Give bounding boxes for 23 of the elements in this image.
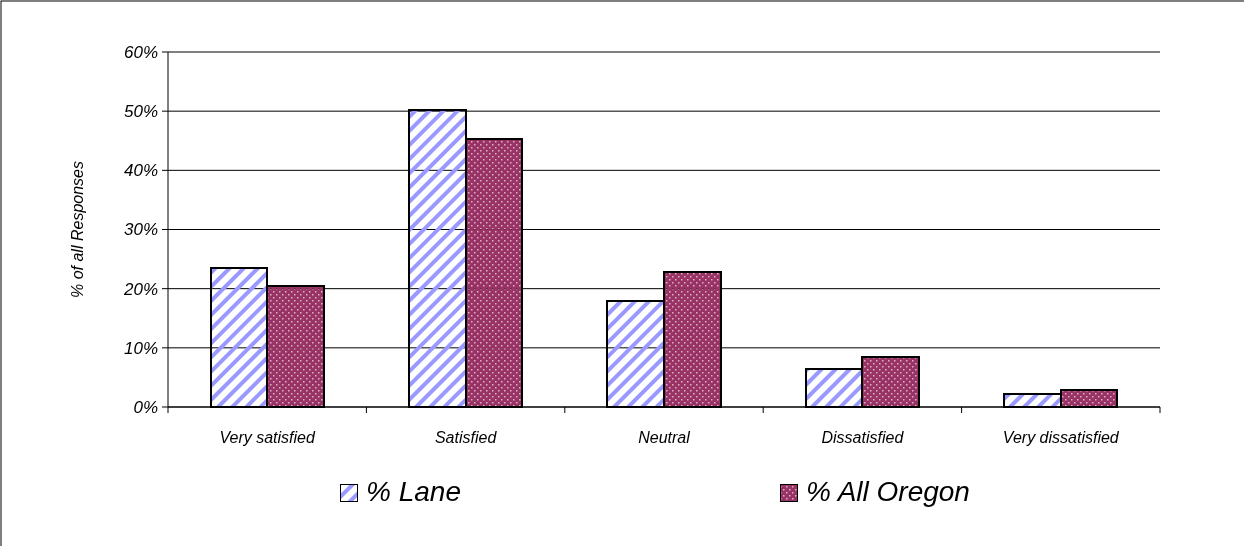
- y-tick-label: 30%: [123, 220, 158, 240]
- x-tick-label: Very satisfied: [219, 429, 317, 446]
- y-tick-label: 60%: [123, 42, 158, 62]
- y-tick-label: 20%: [122, 279, 158, 299]
- y-axis-title: % of all Responses: [69, 161, 86, 298]
- x-tick-label: Dissatisfied: [821, 429, 905, 446]
- x-tick-label: Satisfied: [434, 429, 498, 446]
- y-tick-label: 0%: [133, 397, 158, 417]
- legend-label: % Lane: [366, 476, 461, 507]
- y-tick-label: 10%: [123, 338, 158, 358]
- bar: [409, 109, 466, 407]
- legend-label: % All Oregon: [806, 476, 970, 507]
- bar: [465, 138, 523, 407]
- bar: [862, 356, 919, 407]
- x-tick-label: Neutral: [638, 429, 691, 446]
- bar: [664, 272, 721, 407]
- bar: [267, 285, 324, 407]
- bar: [607, 301, 664, 407]
- bar: [805, 369, 863, 407]
- y-tick-label: 50%: [123, 102, 158, 122]
- x-tick-label: Very dissatisfied: [1002, 429, 1120, 446]
- y-tick-label: 40%: [123, 161, 158, 181]
- bar: [210, 267, 268, 407]
